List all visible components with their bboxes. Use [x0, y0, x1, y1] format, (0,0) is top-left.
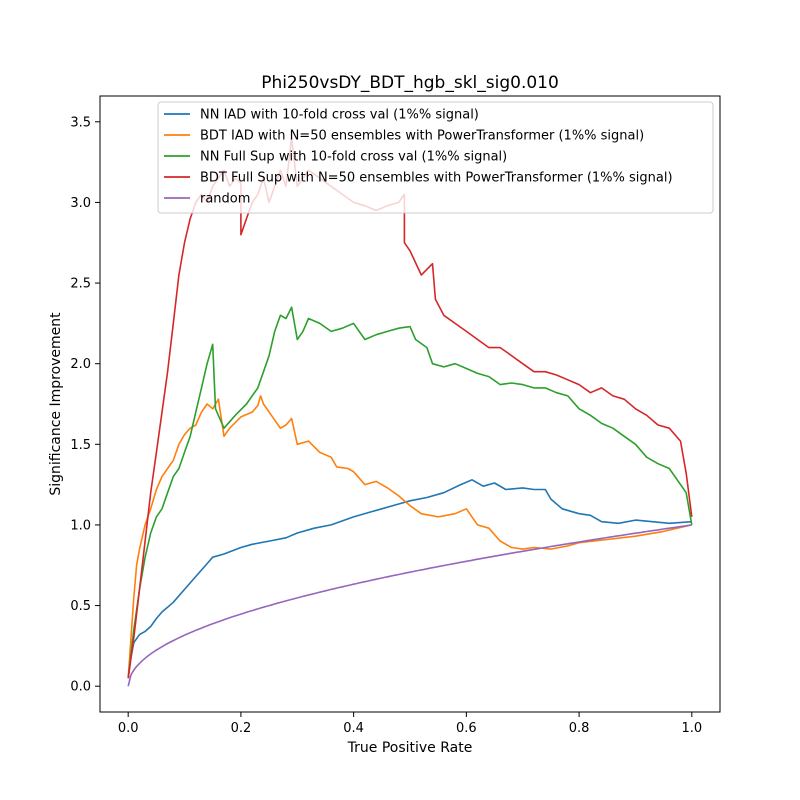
series-line-0: [127, 479, 692, 679]
legend-label-3: BDT Full Sup with N=50 ensembles with Po…: [200, 171, 673, 186]
legend-box: [157, 101, 714, 214]
series-line-4: [127, 524, 692, 687]
y-tick-label: 0.0: [70, 680, 91, 695]
chart-title: Phi250vsDY_BDT_hgb_skl_sig0.010: [261, 73, 559, 93]
series-line-2: [127, 306, 693, 679]
x-tick-label: 0.2: [231, 721, 252, 736]
plot-area: [127, 137, 693, 687]
y-tick-label: 1.0: [70, 518, 91, 533]
y-tick-label: 2.0: [70, 357, 91, 372]
legend-label-1: BDT IAD with N=50 ensembles with PowerTr…: [200, 129, 644, 144]
legend-label-0: NN IAD with 10-fold cross val (1%% signa…: [200, 108, 479, 123]
y-axis-label: Significance Improvement: [48, 312, 64, 496]
legend-label-2: NN Full Sup with 10-fold cross val (1%% …: [200, 150, 507, 165]
y-tick-label: 3.0: [70, 196, 91, 211]
x-tick-label: 0.6: [456, 721, 477, 736]
x-tick-label: 0.0: [118, 721, 139, 736]
x-tick-label: 1.0: [681, 721, 702, 736]
y-tick-label: 2.5: [70, 277, 91, 292]
x-axis-label: True Positive Rate: [347, 740, 473, 756]
y-tick-label: 0.5: [70, 599, 91, 614]
y-tick-label: 3.5: [70, 115, 91, 130]
x-tick-label: 0.4: [343, 721, 364, 736]
legend-label-4: random: [200, 192, 250, 207]
legend: NN IAD with 10-fold cross val (1%% signa…: [157, 101, 714, 214]
x-tick-label: 0.8: [569, 721, 590, 736]
y-tick-label: 1.5: [70, 438, 91, 453]
axes-frame: [99, 95, 721, 713]
series-line-1: [127, 395, 692, 679]
axes: 0.0 0.2 0.4 0.6 0.8 1.0 0.0 0.5 1.0 1.5 2.0 2.5 3.0 3…: [70, 95, 721, 736]
